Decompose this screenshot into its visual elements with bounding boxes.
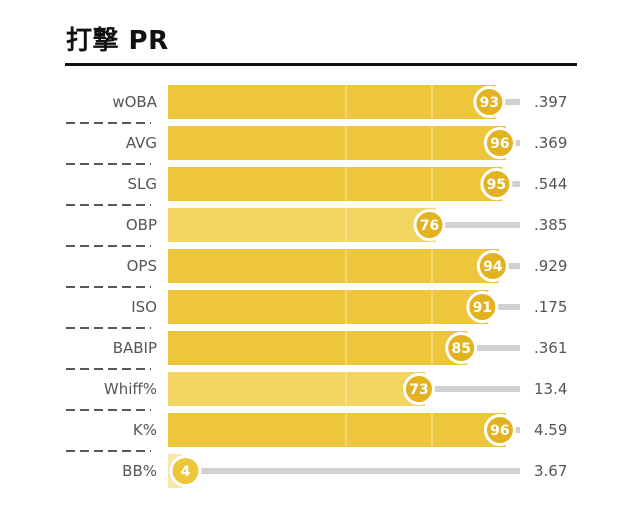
track-Whiff% — [424, 386, 520, 392]
bar-K% — [168, 413, 506, 447]
track-ISO — [488, 304, 520, 310]
track-wOBA — [495, 99, 520, 105]
percentile-circle-BB% — [169, 455, 202, 487]
stat-value-Whiff%: 13.4 — [534, 380, 567, 398]
bar-OBP — [168, 208, 436, 242]
percentile-circle-K% — [483, 414, 516, 446]
bar-OPS — [168, 249, 499, 283]
bar-AVG — [168, 126, 506, 160]
track-OPS — [498, 263, 520, 269]
category-label-ISO: ISO — [131, 298, 157, 316]
category-label-Whiff%: Whiff% — [104, 380, 157, 398]
category-label-SLG: SLG — [127, 175, 157, 193]
percentile-circle-BABIP — [445, 332, 478, 364]
percentile-label-OBP: 76 — [420, 218, 439, 234]
category-label-wOBA: wOBA — [112, 93, 157, 111]
stat-value-wOBA: .397 — [534, 93, 567, 111]
percentile-label-AVG: 96 — [490, 136, 509, 152]
percentile-label-BB%: 4 — [181, 464, 191, 480]
stat-value-OPS: .929 — [534, 257, 567, 275]
percentile-circle-OBP — [413, 209, 446, 241]
percentile-label-Whiff%: 73 — [409, 382, 428, 398]
percentile-circle-Whiff% — [402, 373, 435, 405]
chart-title: 打撃 PR — [66, 26, 169, 56]
stat-value-K%: 4.59 — [534, 421, 567, 439]
percentile-circle-OPS — [476, 250, 509, 282]
bar-SLG — [168, 167, 503, 201]
category-label-OPS: OPS — [127, 257, 157, 275]
percentile-label-BABIP: 85 — [451, 341, 470, 357]
title-rule — [65, 63, 577, 66]
stat-value-ISO: .175 — [534, 298, 567, 316]
percentile-label-wOBA: 93 — [480, 95, 499, 111]
percentile-label-SLG: 95 — [487, 177, 506, 193]
percentile-label-K%: 96 — [490, 423, 509, 439]
bar-wOBA — [168, 85, 496, 119]
percentile-circle-AVG — [483, 127, 516, 159]
track-BB% — [182, 468, 520, 474]
stat-value-BB%: 3.67 — [534, 462, 567, 480]
category-label-AVG: AVG — [126, 134, 157, 152]
bar-BABIP — [168, 331, 468, 365]
percentile-label-OPS: 94 — [483, 259, 503, 275]
bar-ISO — [168, 290, 489, 324]
bar-Whiff% — [168, 372, 425, 406]
percentile-circle-wOBA — [473, 86, 506, 118]
stat-value-OBP: .385 — [534, 216, 567, 234]
category-label-BABIP: BABIP — [113, 339, 157, 357]
percentile-circle-SLG — [480, 168, 513, 200]
category-label-K%: K% — [133, 421, 157, 439]
track-OBP — [435, 222, 520, 228]
category-label-OBP: OBP — [126, 216, 157, 234]
category-label-BB%: BB% — [122, 462, 157, 480]
percentile-circle-ISO — [466, 291, 499, 323]
percentile-label-ISO: 91 — [473, 300, 492, 316]
stat-value-SLG: .544 — [534, 175, 567, 193]
stat-value-BABIP: .361 — [534, 339, 567, 357]
stat-value-AVG: .369 — [534, 134, 567, 152]
track-BABIP — [467, 345, 520, 351]
